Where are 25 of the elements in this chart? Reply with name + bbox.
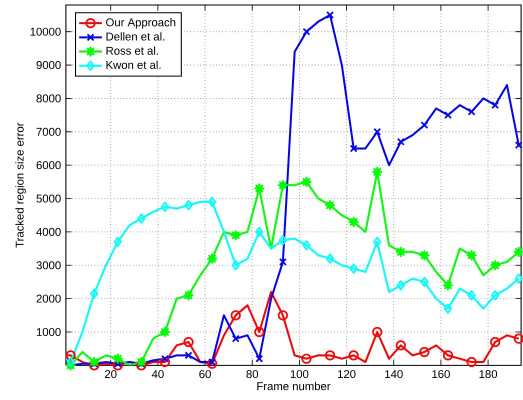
x-tick-label: 160 [432, 370, 450, 378]
x-tick-label: 80 [246, 370, 258, 378]
x-tick-label: 40 [152, 370, 164, 378]
y-axis-title: Tracked region size error [15, 122, 26, 248]
y-tick-label: 4000 [36, 228, 61, 236]
y-tick-label: 6000 [36, 161, 61, 170]
legend-label: Our Approach [106, 18, 176, 28]
legend-label: Dellen et al. [106, 32, 164, 40]
y-tick-label: 7000 [36, 128, 61, 136]
x-tick-label: 140 [385, 370, 403, 378]
y-tick-label: 9000 [36, 60, 61, 69]
x-tick-label: 100 [290, 370, 308, 378]
x-tick-label: 20 [104, 370, 117, 378]
legend-label: Ross et al. [106, 46, 158, 55]
y-tick-label: 3000 [36, 261, 61, 270]
y-tick-label: 5000 [36, 194, 61, 202]
y-tick-label: 2000 [36, 294, 61, 302]
x-tick-label: 60 [199, 370, 211, 378]
legend-label: Kwon et al. [106, 60, 160, 69]
y-tick-label: 8000 [36, 94, 61, 102]
x-tick-label: 180 [480, 370, 498, 378]
x-axis-title: Frame number [257, 382, 330, 390]
y-tick-label: 1000 [36, 328, 61, 336]
x-tick-label: 120 [338, 370, 356, 378]
y-tick-label: 10000 [30, 28, 61, 36]
